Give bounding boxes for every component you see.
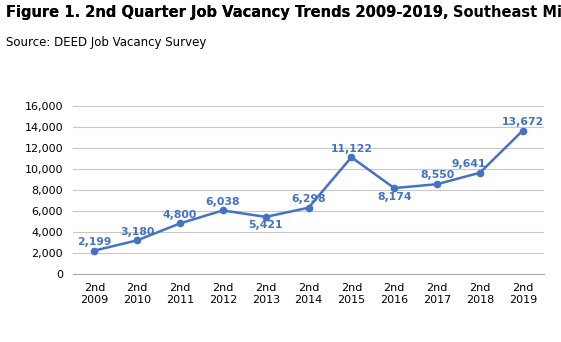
- Text: Southeast Minnesota: Southeast Minnesota: [453, 5, 561, 20]
- Text: 11,122: 11,122: [330, 144, 373, 154]
- Text: 2,199: 2,199: [77, 237, 112, 247]
- Text: 3,180: 3,180: [120, 227, 154, 237]
- Text: Figure 1. 2nd Quarter Job Vacancy Trends 2009-2019,: Figure 1. 2nd Quarter Job Vacancy Trends…: [6, 5, 453, 20]
- Text: 4,800: 4,800: [163, 210, 197, 220]
- Text: 6,298: 6,298: [291, 194, 326, 204]
- Text: Figure 1. 2nd Quarter Job Vacancy Trends 2009-2019,: Figure 1. 2nd Quarter Job Vacancy Trends…: [6, 5, 453, 20]
- Text: 9,641: 9,641: [452, 159, 486, 169]
- Text: Source: DEED Job Vacancy Survey: Source: DEED Job Vacancy Survey: [6, 36, 206, 49]
- Text: 5,421: 5,421: [249, 221, 283, 231]
- Text: 8,174: 8,174: [377, 192, 411, 202]
- Text: 6,038: 6,038: [206, 197, 240, 207]
- Text: 13,672: 13,672: [502, 117, 544, 127]
- Text: 8,550: 8,550: [420, 171, 454, 181]
